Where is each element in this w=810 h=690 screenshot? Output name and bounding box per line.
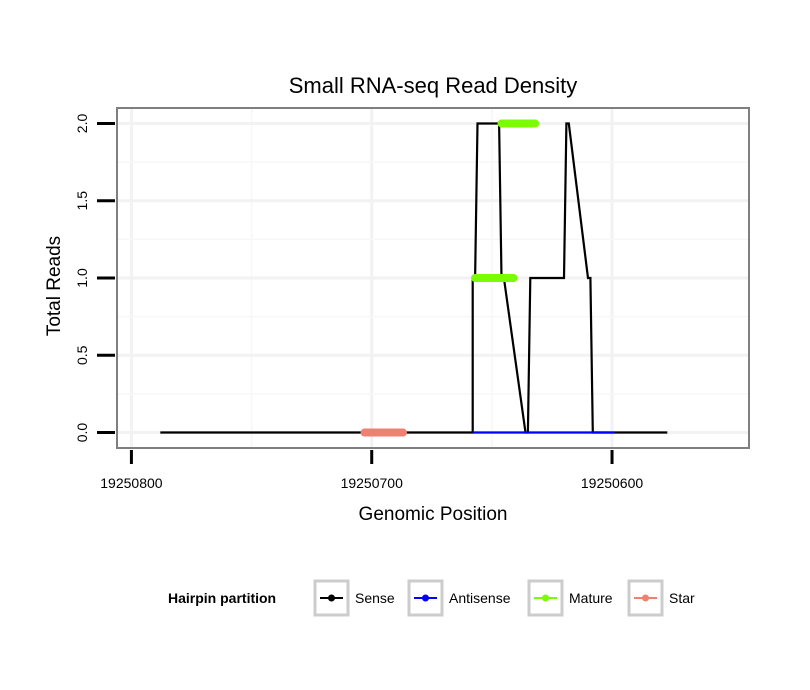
grid-lines	[117, 108, 749, 448]
legend-label-antisense: Antisense	[449, 590, 511, 606]
legend-label-mature: Mature	[569, 590, 613, 606]
chart-title: Small RNA-seq Read Density	[289, 73, 578, 98]
x-tick-label: 19250600	[581, 475, 644, 491]
legend-key-dot	[642, 594, 649, 602]
x-tick-label: 19250700	[341, 475, 404, 491]
y-tick-label: 1.0	[74, 268, 90, 288]
y-tick-label: 0.0	[74, 423, 90, 443]
legend-key-dot	[422, 594, 429, 602]
y-tick-label: 0.5	[74, 345, 90, 365]
x-tick-label: 19250800	[100, 475, 163, 491]
legend-title: Hairpin partition	[168, 590, 276, 606]
legend-key-dot	[328, 594, 335, 602]
x-axis-title: Genomic Position	[359, 504, 508, 525]
legend-key-dot	[542, 594, 549, 602]
legend-label-star: Star	[669, 590, 695, 606]
series-layer	[160, 119, 668, 437]
axes: 19250800 19250700 19250600 0.0 0.5 1.0 1.5 2.0	[74, 114, 643, 491]
plot-panel-border	[116, 107, 750, 449]
y-tick-label: 1.5	[74, 191, 90, 211]
legend: Hairpin partition Sense Antisense Mature Sta…	[168, 579, 695, 617]
y-axis-title: Total Reads	[44, 236, 65, 336]
y-tick-label: 2.0	[74, 114, 90, 134]
legend-label-sense: Sense	[355, 590, 395, 606]
